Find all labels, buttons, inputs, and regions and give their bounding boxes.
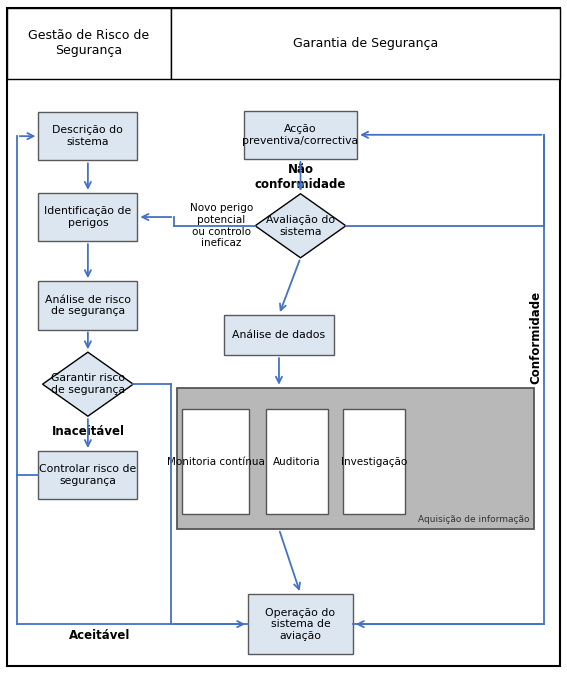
Text: Garantia de Segurança: Garantia de Segurança: [293, 37, 438, 50]
FancyBboxPatch shape: [177, 388, 534, 529]
FancyBboxPatch shape: [343, 410, 405, 514]
Text: Auditoria: Auditoria: [273, 457, 321, 466]
Text: Aquisição de informação: Aquisição de informação: [418, 515, 530, 524]
Text: Novo perigo
potencial
ou controlo
ineficaz: Novo perigo potencial ou controlo inefic…: [189, 204, 253, 248]
Text: Não
conformidade: Não conformidade: [255, 162, 346, 191]
FancyBboxPatch shape: [266, 410, 328, 514]
FancyBboxPatch shape: [39, 112, 137, 160]
Text: Descrição do
sistema: Descrição do sistema: [52, 125, 124, 147]
FancyBboxPatch shape: [223, 315, 334, 355]
Text: Garantir risco
de segurança: Garantir risco de segurança: [51, 373, 125, 395]
FancyBboxPatch shape: [39, 281, 137, 330]
Polygon shape: [43, 352, 133, 416]
Text: Identificação de
perigos: Identificação de perigos: [44, 206, 132, 228]
Text: Gestão de Risco de
Segurança: Gestão de Risco de Segurança: [28, 30, 150, 57]
FancyBboxPatch shape: [7, 8, 560, 666]
FancyBboxPatch shape: [39, 193, 137, 241]
Text: Acção
preventiva/correctiva: Acção preventiva/correctiva: [243, 124, 358, 146]
Text: Avaliação do
sistema: Avaliação do sistema: [266, 215, 335, 237]
FancyBboxPatch shape: [171, 8, 560, 79]
FancyBboxPatch shape: [39, 451, 137, 499]
FancyBboxPatch shape: [244, 111, 357, 159]
Text: Operação do
sistema de
aviação: Operação do sistema de aviação: [265, 607, 336, 641]
FancyBboxPatch shape: [248, 594, 353, 654]
Polygon shape: [255, 194, 346, 257]
Text: Análise de dados: Análise de dados: [232, 330, 325, 340]
Text: Conformidade: Conformidade: [530, 290, 542, 384]
FancyBboxPatch shape: [182, 410, 249, 514]
Text: Monitoria contínua: Monitoria contínua: [167, 457, 264, 466]
FancyBboxPatch shape: [7, 8, 171, 79]
Text: Inaceitável: Inaceitável: [52, 425, 124, 438]
Text: Controlar risco de
segurança: Controlar risco de segurança: [39, 464, 137, 486]
Text: Investigação: Investigação: [341, 457, 407, 466]
Text: Análise de risco
de segurança: Análise de risco de segurança: [45, 295, 131, 316]
Text: Aceitável: Aceitável: [69, 629, 130, 642]
